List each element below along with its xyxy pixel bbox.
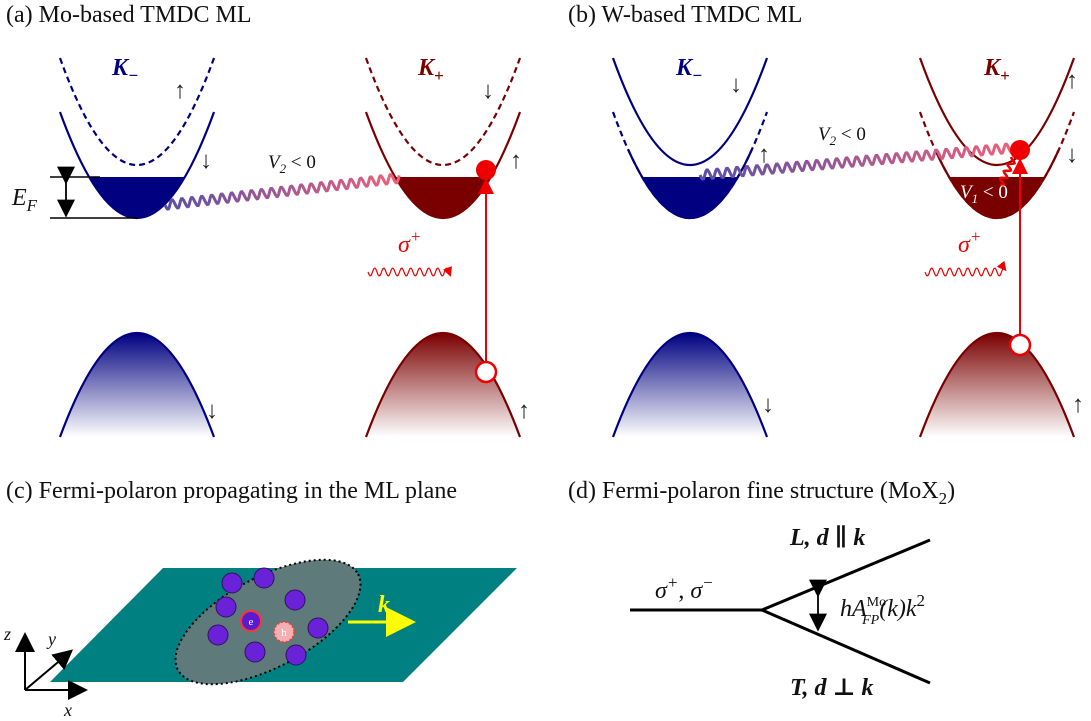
interaction-wave xyxy=(165,175,399,209)
intravalley-label: V1 < 0 xyxy=(960,182,1008,206)
hole xyxy=(1010,335,1030,355)
spin: ↑ xyxy=(1072,392,1084,418)
fermi-sea-particle xyxy=(254,568,274,588)
fermi-sea-particle xyxy=(216,597,236,617)
photon xyxy=(368,268,450,276)
hole xyxy=(476,362,496,382)
valley-label: K− xyxy=(111,55,138,85)
panel-title: (a) Mo-based TMDC ML xyxy=(6,2,252,28)
spin: ↓ xyxy=(482,78,494,104)
input-label: σ+, σ− xyxy=(655,573,714,604)
longitudinal-label: L, d ∥ k xyxy=(789,525,865,551)
panel-title: (c) Fermi-polaron propagating in the ML … xyxy=(6,478,457,504)
photon xyxy=(925,268,1005,276)
drawing xyxy=(25,58,1074,710)
fermi-sea-particle xyxy=(245,642,265,662)
spin: ↓ xyxy=(762,392,774,418)
axis-label: z xyxy=(3,624,11,644)
spin: ↑ xyxy=(758,142,770,168)
spin: ↓ xyxy=(206,398,218,424)
hole-label: h xyxy=(281,627,287,639)
fermi-sea-particle xyxy=(286,645,306,665)
spin: ↑ xyxy=(510,148,522,174)
momentum-label: k xyxy=(378,592,390,618)
interaction-label: V2 < 0 xyxy=(818,124,866,148)
valence-band xyxy=(613,333,767,437)
axis-label: x xyxy=(63,700,72,720)
electron xyxy=(1010,140,1030,160)
transverse-label: T, d ⊥ k xyxy=(790,675,874,701)
valley-label: K+ xyxy=(983,55,1010,85)
valley-label: K+ xyxy=(417,55,444,85)
panel-title: (b) W-based TMDC ML xyxy=(568,2,802,28)
fermi-sea-particle xyxy=(285,590,305,610)
fermi-sea-particle xyxy=(208,625,228,645)
fermi-sea-particle xyxy=(222,573,242,593)
panel-title: (d) Fermi-polaron fine structure (MoX2) xyxy=(568,478,955,508)
spin: ↑ xyxy=(518,398,530,424)
electron-label: e xyxy=(249,616,254,628)
valence-band xyxy=(60,333,214,437)
spin: ↑ xyxy=(174,78,186,104)
light-label: σ+ xyxy=(398,227,421,258)
spin: ↑ xyxy=(1066,68,1078,94)
valence-band xyxy=(920,333,1074,437)
axis-label: y xyxy=(46,629,56,649)
spin: ↓ xyxy=(1066,142,1078,168)
spin: ↓ xyxy=(730,72,742,98)
light-label: σ+ xyxy=(958,227,981,258)
valley-label: K− xyxy=(675,55,702,85)
fermi-sea-particle xyxy=(308,618,328,638)
electron xyxy=(476,160,496,180)
spin: ↓ xyxy=(200,148,212,174)
figure: (a) Mo-based TMDC ML (b) W-based TMDC ML… xyxy=(0,0,1091,721)
interaction-label: V2 < 0 xyxy=(268,152,316,176)
valence-band xyxy=(366,333,520,437)
fermi-energy: EF xyxy=(11,185,38,215)
